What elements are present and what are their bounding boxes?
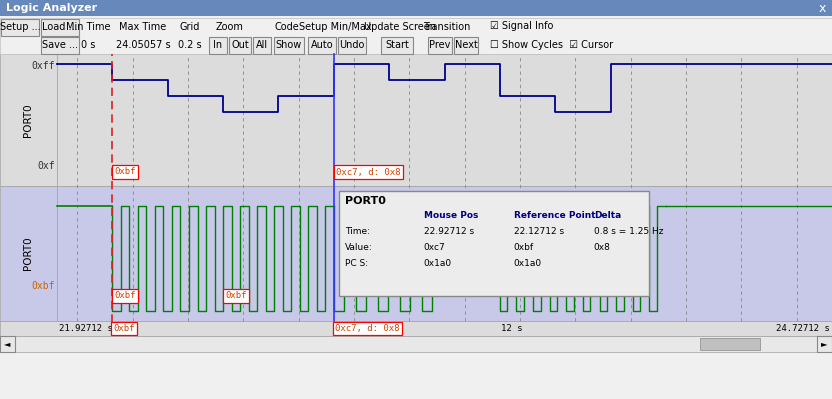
- Text: 0xbf: 0xbf: [514, 243, 534, 251]
- Text: Reference Point: Reference Point: [514, 211, 596, 219]
- Text: 21.92712 s: 21.92712 s: [59, 324, 113, 333]
- Text: 0x8: 0x8: [594, 243, 611, 251]
- Text: 24.72712 s: 24.72712 s: [776, 324, 830, 333]
- Text: PORT0: PORT0: [23, 103, 33, 137]
- Text: ☑ Signal Info: ☑ Signal Info: [490, 21, 553, 31]
- Text: Start: Start: [385, 41, 409, 51]
- Text: Max Time: Max Time: [119, 22, 166, 32]
- Text: 0xbf: 0xbf: [32, 281, 55, 291]
- Bar: [339, 191, 649, 296]
- Bar: [0, 54, 57, 186]
- FancyBboxPatch shape: [381, 37, 413, 54]
- Text: ☐ Show Cycles  ☑ Cursor: ☐ Show Cycles ☑ Cursor: [490, 40, 613, 50]
- Text: 24.05057 s: 24.05057 s: [116, 40, 171, 50]
- Text: Setup Min/Max: Setup Min/Max: [299, 22, 371, 32]
- Text: Prev: Prev: [429, 41, 451, 51]
- Text: 0xbf: 0xbf: [225, 292, 246, 300]
- Text: 0xf: 0xf: [37, 161, 55, 171]
- Text: Value:: Value:: [344, 243, 373, 251]
- FancyBboxPatch shape: [308, 37, 336, 54]
- FancyBboxPatch shape: [41, 37, 79, 54]
- Text: ◄: ◄: [4, 340, 11, 348]
- Text: Code: Code: [275, 22, 300, 32]
- Text: 0x1a0: 0x1a0: [423, 259, 452, 267]
- Text: 12 s: 12 s: [501, 324, 522, 333]
- FancyBboxPatch shape: [817, 336, 832, 352]
- Text: Time:: Time:: [344, 227, 369, 235]
- Text: 0xbf: 0xbf: [114, 292, 136, 300]
- FancyBboxPatch shape: [338, 37, 366, 54]
- FancyBboxPatch shape: [209, 37, 227, 54]
- Text: Transition: Transition: [423, 22, 471, 32]
- Text: Setup ...: Setup ...: [0, 22, 40, 32]
- Bar: [0, 336, 832, 352]
- FancyBboxPatch shape: [0, 336, 15, 352]
- Text: PC S:: PC S:: [344, 259, 368, 267]
- Bar: [57, 186, 832, 321]
- Text: ►: ►: [821, 340, 828, 348]
- Text: 0.8 s = 1.25 Hz: 0.8 s = 1.25 Hz: [594, 227, 663, 235]
- Text: PORT0: PORT0: [344, 196, 386, 206]
- FancyBboxPatch shape: [428, 37, 452, 54]
- FancyBboxPatch shape: [229, 37, 251, 54]
- Text: 0xbf: 0xbf: [113, 324, 135, 333]
- Text: 0xc7, d: 0x8: 0xc7, d: 0x8: [336, 168, 400, 176]
- Text: PORT0: PORT0: [23, 237, 33, 270]
- Text: Next: Next: [454, 41, 478, 51]
- Bar: [0, 321, 832, 336]
- Text: x: x: [819, 2, 825, 14]
- Bar: [0, 0, 832, 16]
- Text: 22.92712 s: 22.92712 s: [423, 227, 474, 235]
- Text: Out: Out: [231, 41, 249, 51]
- Text: 22.12712 s: 22.12712 s: [514, 227, 564, 235]
- Bar: [700, 338, 760, 350]
- Text: 0xc7, d: 0x8: 0xc7, d: 0x8: [334, 324, 399, 333]
- Text: Update Screen: Update Screen: [364, 22, 436, 32]
- Text: Grid: Grid: [180, 22, 201, 32]
- Text: Load ...: Load ...: [42, 22, 77, 32]
- Text: Logic Analyzer: Logic Analyzer: [6, 3, 97, 13]
- Text: Zoom: Zoom: [216, 22, 244, 32]
- FancyBboxPatch shape: [253, 37, 271, 54]
- FancyBboxPatch shape: [274, 37, 304, 54]
- Text: 0xff: 0xff: [32, 61, 55, 71]
- FancyBboxPatch shape: [454, 37, 478, 54]
- Text: 0.2 s: 0.2 s: [178, 40, 202, 50]
- Bar: [0, 186, 57, 321]
- Text: All: All: [256, 41, 268, 51]
- Text: 0x1a0: 0x1a0: [514, 259, 542, 267]
- FancyBboxPatch shape: [1, 19, 39, 36]
- Text: Show: Show: [276, 41, 302, 51]
- Text: Undo: Undo: [339, 41, 364, 51]
- Text: 0xbf: 0xbf: [114, 168, 136, 176]
- Text: Auto: Auto: [310, 41, 334, 51]
- Text: 0 s: 0 s: [81, 40, 95, 50]
- Text: Delta: Delta: [594, 211, 621, 219]
- Bar: [57, 54, 832, 186]
- Text: Mouse Pos: Mouse Pos: [423, 211, 478, 219]
- Text: Min Time: Min Time: [66, 22, 111, 32]
- Text: Save ...: Save ...: [42, 41, 78, 51]
- Text: In: In: [214, 41, 223, 51]
- Text: 0xc7: 0xc7: [423, 243, 445, 251]
- FancyBboxPatch shape: [41, 19, 79, 36]
- Bar: [0, 18, 832, 54]
